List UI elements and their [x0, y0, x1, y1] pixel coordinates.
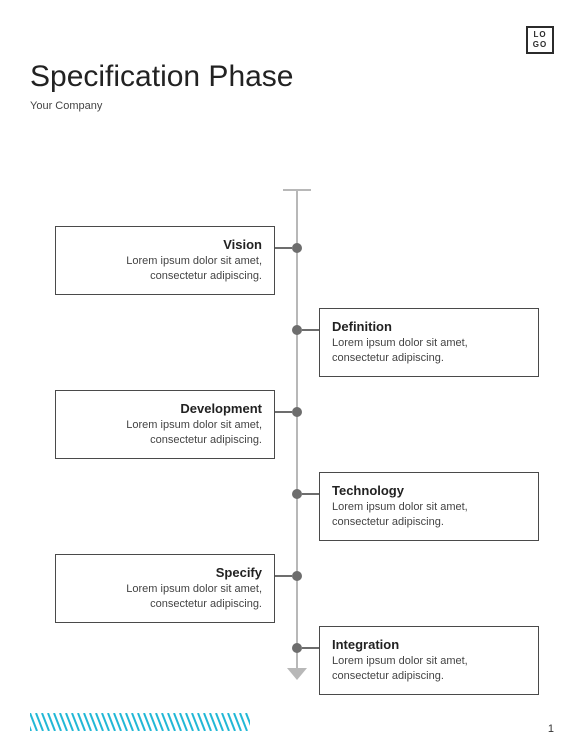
timeline-node-title: Development [68, 401, 262, 416]
timeline-node-title: Vision [68, 237, 262, 252]
timeline-node-title: Technology [332, 483, 526, 498]
timeline-node-desc: Lorem ipsum dolor sit amet, consectetur … [332, 654, 526, 684]
timeline-node-5: Integration Lorem ipsum dolor sit amet, c… [319, 626, 539, 695]
timeline-node-desc: Lorem ipsum dolor sit amet, consectetur … [68, 418, 262, 448]
timeline-node-desc: Lorem ipsum dolor sit amet, consectetur … [68, 254, 262, 284]
timeline-node-title: Definition [332, 319, 526, 334]
timeline-node-title: Specify [68, 565, 262, 580]
timeline-node-title: Integration [332, 637, 526, 652]
timeline-node-3: Technology Lorem ipsum dolor sit amet, co… [319, 472, 539, 541]
timeline-node-4: Specify Lorem ipsum dolor sit amet, conse… [55, 554, 275, 623]
timeline-node-desc: Lorem ipsum dolor sit amet, consectetur … [332, 500, 526, 530]
hatch-svg [30, 713, 250, 731]
timeline-node-desc: Lorem ipsum dolor sit amet, consectetur … [332, 336, 526, 366]
page-number: 1 [548, 723, 554, 735]
hatch-accent [30, 713, 250, 731]
page: LO GO Specification Phase Your Company V… [0, 0, 584, 755]
timeline-node-0: Vision Lorem ipsum dolor sit amet, consec… [55, 226, 275, 295]
timeline-node-1: Definition Lorem ipsum dolor sit amet, co… [319, 308, 539, 377]
timeline-node-desc: Lorem ipsum dolor sit amet, consectetur … [68, 582, 262, 612]
timeline-node-2: Development Lorem ipsum dolor sit amet, c… [55, 390, 275, 459]
